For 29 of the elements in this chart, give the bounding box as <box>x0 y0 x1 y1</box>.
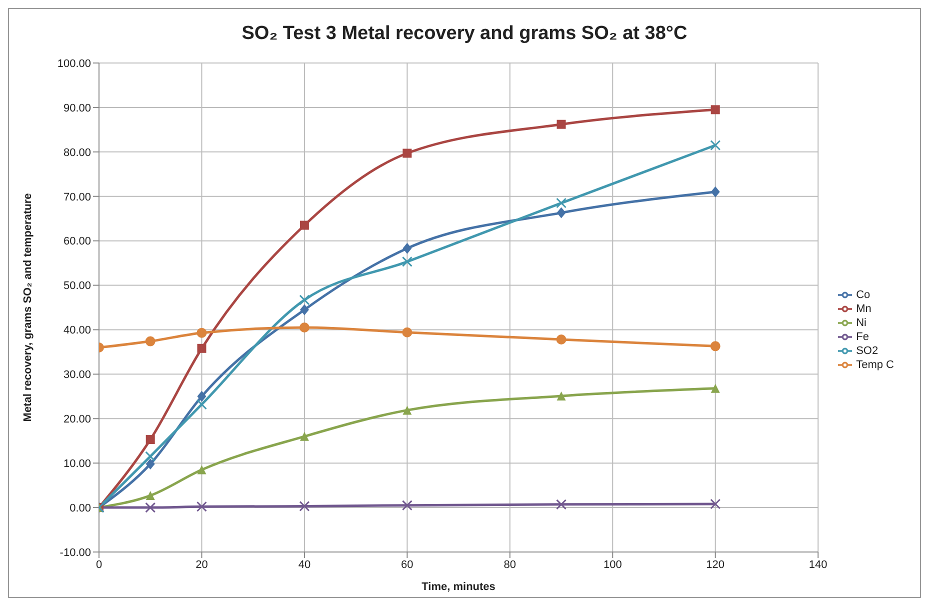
y-tick-label: 70.00 <box>63 191 91 204</box>
x-tick-label: 100 <box>603 558 622 571</box>
y-tick-label: 90.00 <box>63 102 91 114</box>
x-tick-label: 20 <box>196 558 208 571</box>
chart-title: SO₂ Test 3 Metal recovery and grams SO₂ at 38°C <box>240 22 688 46</box>
y-tick-label: 0.00 <box>70 502 91 514</box>
legend-label: Mn <box>856 302 872 314</box>
y-tick-label: 20.00 <box>63 414 91 426</box>
y-tick-label: 10.00 <box>63 458 91 470</box>
y-tick-label: 100.00 <box>57 58 91 70</box>
legend-label: Temp C <box>856 358 894 370</box>
y-axis-title: Metal recovery, grams SO₂ and temperature <box>22 193 34 422</box>
y-tick-label: -10.00 <box>60 546 91 559</box>
x-tick-label: 140 <box>808 558 828 571</box>
y-tick-label: 30.00 <box>63 369 91 382</box>
y-tick-label: 60.00 <box>63 236 91 248</box>
y-tick-label: 80.00 <box>63 146 91 159</box>
legend-label: Ni <box>856 316 866 328</box>
y-tick-label: 40.00 <box>63 324 91 337</box>
x-tick-label: 60 <box>401 558 414 571</box>
x-axis-title: Time, minutes <box>422 581 496 593</box>
legend-label: Co <box>856 288 870 300</box>
legend-label: SO2 <box>856 344 878 356</box>
x-tick-label: 40 <box>298 558 311 571</box>
x-tick-label: 80 <box>504 558 516 571</box>
x-tick-label: 0 <box>96 558 102 571</box>
x-tick-label: 120 <box>706 558 725 571</box>
legend-label: Fe <box>856 330 869 342</box>
y-tick-label: 50.00 <box>63 280 91 292</box>
